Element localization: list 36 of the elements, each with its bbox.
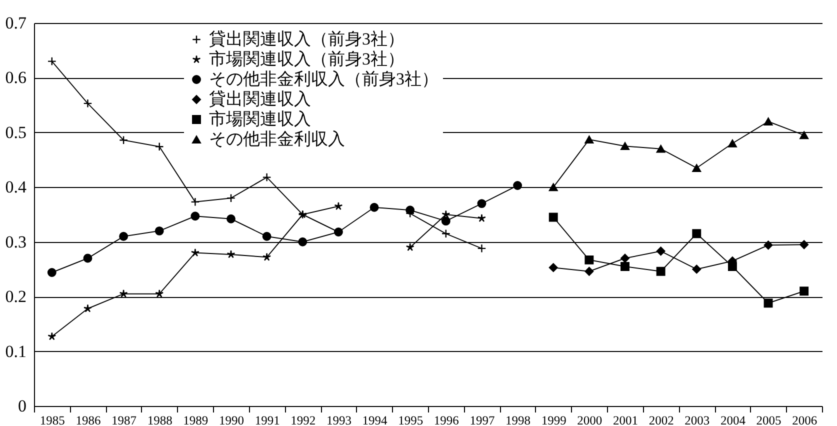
x-tick-label: 1991 [254, 414, 280, 426]
x-tick-label: 1998 [506, 414, 531, 426]
y-tick-label: 0.3 [5, 232, 26, 252]
y-tick-label: 0.7 [5, 14, 27, 32]
x-tick-label: 1988 [147, 414, 172, 426]
y-tick-label: 0.6 [5, 68, 26, 88]
legend-label: 市場関連収入 [209, 110, 311, 128]
x-tick-label: 2001 [613, 414, 638, 426]
legend-label: その他非金利収入（前身3社） [209, 70, 438, 88]
y-tick-label: 0 [18, 396, 26, 416]
legend-label: 貸出関連収入（前身3社） [209, 30, 404, 48]
x-tick-label: 2005 [756, 414, 782, 426]
x-tick-label: 1992 [290, 414, 316, 426]
x-tick-label: 2006 [792, 414, 818, 426]
x-tick-label: 1987 [112, 414, 137, 426]
x-tick-label: 1995 [398, 414, 424, 426]
x-tick-label: 1993 [326, 414, 352, 426]
y-tick-label: 0.1 [5, 342, 26, 361]
x-tick-label: 1996 [434, 414, 459, 426]
x-tick-label: 1986 [76, 414, 101, 426]
legend-label: 貸出関連収入 [209, 90, 311, 108]
x-tick-label: 1997 [470, 414, 495, 426]
x-tick-label: 1994 [362, 414, 388, 426]
x-tick-label: 1989 [183, 414, 208, 426]
x-tick-label: 2003 [684, 414, 710, 426]
x-tick-label: 1985 [40, 414, 65, 426]
y-tick-label: 0.2 [5, 287, 26, 306]
x-tick-label: 2000 [577, 414, 602, 426]
x-tick-label: 1999 [541, 414, 566, 426]
y-tick-label: 0.5 [5, 122, 26, 142]
y-tick-label: 0.4 [5, 178, 27, 197]
x-tick-label: 2002 [648, 414, 674, 426]
legend-label: その他非金利収入 [209, 130, 345, 148]
legend-label: 市場関連収入（前身3社） [209, 50, 404, 68]
x-tick-label: 2004 [720, 414, 746, 426]
x-tick-label: 1990 [219, 414, 244, 426]
